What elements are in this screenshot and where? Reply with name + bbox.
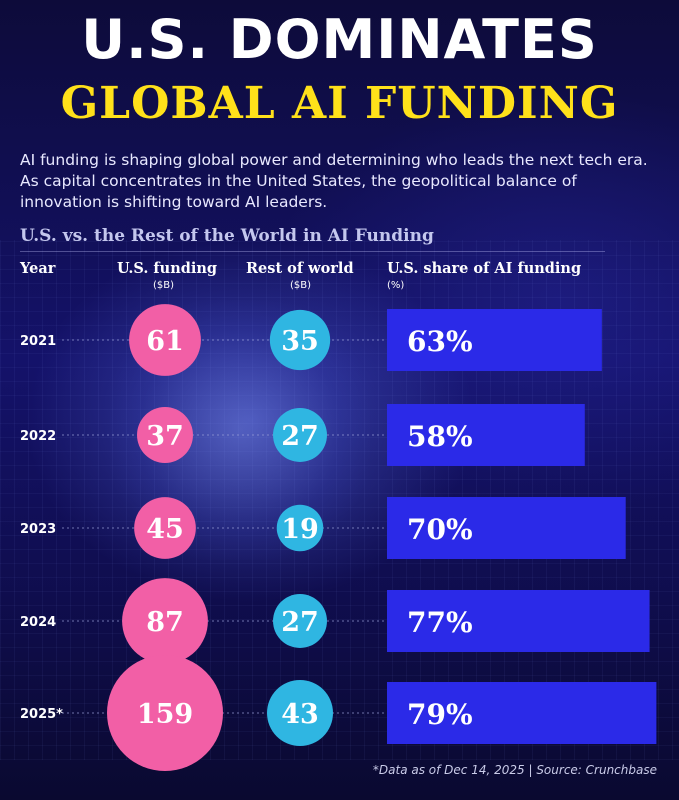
us-share-bar: [387, 497, 626, 559]
page-title: U.S. DOMINATES: [81, 8, 598, 71]
us-share-value: 77%: [407, 606, 473, 639]
rest-of-world-bubble: [273, 594, 327, 648]
rest-of-world-value: 35: [281, 326, 319, 357]
year-label: 2021: [20, 334, 56, 349]
year-label: 2025*: [20, 707, 63, 722]
page-subtitle: GLOBAL AI FUNDING: [60, 78, 619, 129]
chart-title: U.S. vs. the Rest of the World in AI Fun…: [20, 226, 434, 246]
rest-of-world-bubble: [269, 309, 331, 371]
us-funding-value: 45: [146, 514, 184, 545]
column-header-us-funding: U.S. funding: [117, 260, 218, 277]
footnote: *Data as of Dec 14, 2025 | Source: Crunc…: [372, 763, 657, 777]
us-share-bar: [387, 682, 657, 744]
rest-of-world-value: 43: [281, 699, 319, 730]
rest-of-world-value: 27: [281, 607, 319, 638]
rest-of-world-value: 19: [281, 514, 319, 545]
us-funding-bubble: [137, 407, 193, 463]
us-funding-value: 37: [146, 421, 184, 452]
chart-title-rule: [20, 251, 605, 252]
year-label: 2024: [20, 615, 56, 630]
us-funding-bubble: [134, 497, 196, 559]
us-funding-bubble: [122, 578, 208, 664]
us-share-value: 63%: [407, 325, 473, 358]
us-funding-value: 87: [146, 607, 184, 638]
us-share-bar: [387, 590, 650, 652]
us-funding-bubble: [107, 655, 223, 771]
column-unit-rest-of-world: ($B): [290, 280, 312, 291]
us-funding-value: 61: [146, 326, 184, 357]
us-funding-bubble: [129, 304, 201, 376]
rest-of-world-value: 27: [281, 421, 319, 452]
year-label: 2022: [20, 429, 56, 444]
column-unit-us-funding: ($B): [153, 280, 175, 291]
column-unit-us-share: (%): [387, 280, 405, 291]
year-label: 2023: [20, 522, 56, 537]
column-header-year: Year: [20, 260, 56, 277]
us-funding-value: 159: [137, 699, 193, 730]
rest-of-world-bubble: [267, 680, 333, 746]
column-header-rest-of-world: Rest of world: [246, 260, 354, 277]
column-header-us-share: U.S. share of AI funding: [387, 260, 582, 277]
intro-text: AI funding is shaping global power and d…: [20, 151, 648, 211]
us-share-value: 58%: [407, 420, 473, 453]
us-share-value: 70%: [407, 513, 473, 546]
rest-of-world-bubble: [276, 504, 324, 552]
us-share-bar: [387, 309, 602, 371]
rest-of-world-bubble: [273, 408, 327, 462]
us-share-value: 79%: [407, 698, 473, 731]
us-share-bar: [387, 404, 585, 466]
